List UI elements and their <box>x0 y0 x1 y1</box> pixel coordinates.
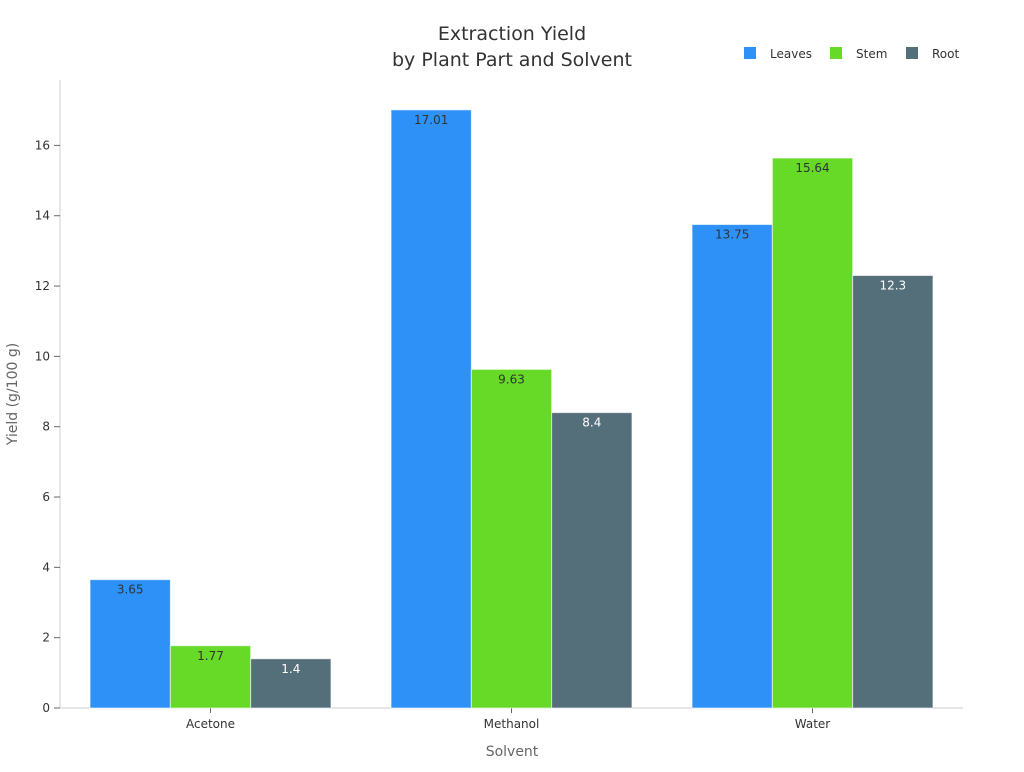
legend-swatch-leaves <box>744 47 756 59</box>
y-tick-label: 8 <box>42 420 50 434</box>
x-axis-label: Solvent <box>486 744 539 760</box>
legend-label-root: Root <box>932 47 959 61</box>
bar-root-water <box>852 275 934 709</box>
bar-leaves-acetone <box>89 579 171 709</box>
bar-stem-water <box>771 157 854 709</box>
bar-root-acetone <box>250 658 332 709</box>
x-tick-label: Methanol <box>484 717 540 731</box>
bar-leaves-water <box>691 224 773 709</box>
legend-swatch-stem <box>830 47 842 59</box>
y-tick-label: 16 <box>35 138 50 152</box>
bar-value-label: 8.4 <box>582 416 601 430</box>
x-tick-label: Water <box>795 717 831 731</box>
legend-swatch-root <box>906 47 918 59</box>
y-tick-label: 0 <box>42 701 50 715</box>
y-tick-label: 6 <box>42 490 50 504</box>
x-tick-label: Acetone <box>186 717 235 731</box>
bar-value-label: 3.65 <box>117 583 144 597</box>
legend-label-leaves: Leaves <box>770 47 812 61</box>
bar-leaves-methanol <box>390 109 472 709</box>
chart-title-line2: by Plant Part and Solvent <box>392 49 632 71</box>
bar-value-label: 12.3 <box>879 279 906 293</box>
y-axis-label: Yield (g/100 g) <box>5 343 21 446</box>
y-tick-label: 2 <box>42 631 50 645</box>
bar-value-label: 1.77 <box>197 649 224 663</box>
legend-label-stem: Stem <box>856 47 887 61</box>
bar-root-methanol <box>551 412 633 709</box>
bar-value-label: 17.01 <box>414 113 448 127</box>
y-tick-label: 12 <box>35 279 50 293</box>
bar-value-label: 9.63 <box>498 372 525 386</box>
y-tick-label: 4 <box>42 560 50 574</box>
chart-title-line1: Extraction Yield <box>438 23 586 45</box>
y-tick-label: 10 <box>35 349 50 363</box>
bar-stem-methanol <box>470 368 553 709</box>
y-tick-label: 14 <box>35 209 50 223</box>
bar-value-label: 15.64 <box>795 161 829 175</box>
bar-value-label: 1.4 <box>281 662 300 676</box>
bar-value-label: 13.75 <box>715 228 749 242</box>
